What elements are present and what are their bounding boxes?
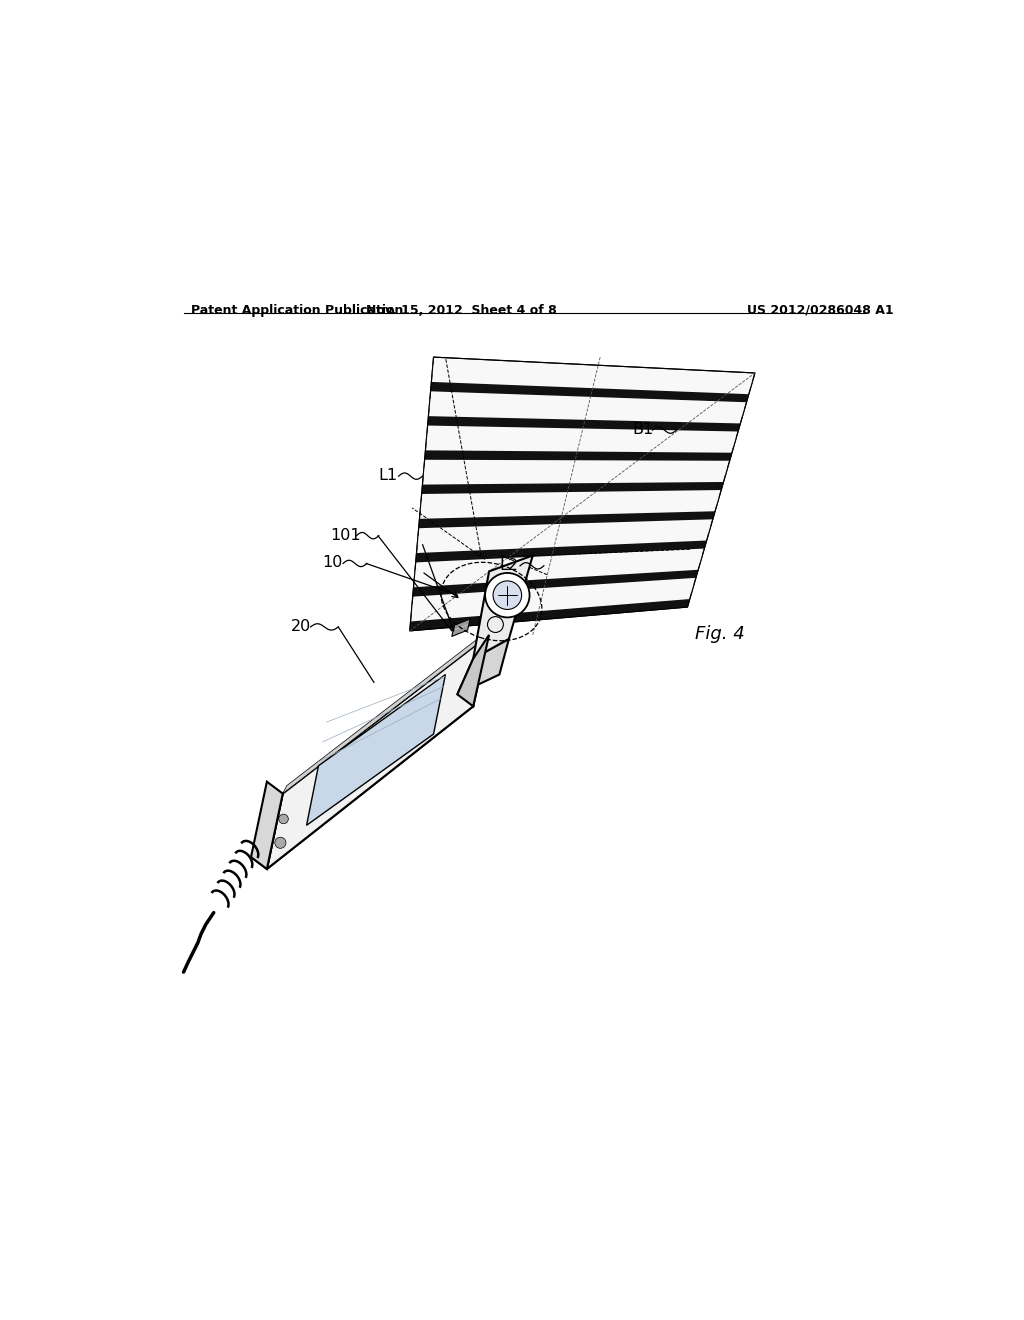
Polygon shape: [432, 364, 753, 388]
Polygon shape: [306, 675, 445, 825]
Polygon shape: [410, 358, 755, 631]
Polygon shape: [413, 570, 698, 597]
Polygon shape: [422, 482, 724, 494]
Polygon shape: [458, 635, 489, 706]
Polygon shape: [428, 416, 740, 432]
Circle shape: [274, 837, 286, 849]
Polygon shape: [410, 599, 690, 631]
Polygon shape: [414, 556, 702, 579]
Text: Nov. 15, 2012  Sheet 4 of 8: Nov. 15, 2012 Sheet 4 of 8: [366, 304, 557, 317]
Circle shape: [485, 573, 529, 618]
Polygon shape: [425, 450, 732, 461]
Text: Patent Application Publication: Patent Application Publication: [191, 304, 403, 317]
Polygon shape: [412, 585, 694, 614]
Polygon shape: [416, 540, 707, 562]
Polygon shape: [430, 381, 749, 403]
Text: L1: L1: [378, 469, 397, 483]
Text: 20: 20: [291, 619, 311, 634]
Text: B1: B1: [632, 422, 653, 437]
Circle shape: [279, 814, 289, 824]
Polygon shape: [423, 467, 728, 477]
Text: US 2012/0286048 A1: US 2012/0286048 A1: [748, 304, 894, 317]
Polygon shape: [251, 781, 283, 869]
Text: L2: L2: [500, 558, 518, 573]
Polygon shape: [419, 511, 715, 528]
Polygon shape: [458, 639, 509, 694]
Polygon shape: [473, 556, 532, 659]
Polygon shape: [420, 496, 719, 511]
Polygon shape: [426, 433, 736, 446]
Polygon shape: [267, 635, 489, 869]
Text: 101: 101: [331, 528, 361, 543]
Polygon shape: [429, 399, 744, 417]
Polygon shape: [452, 619, 470, 636]
Circle shape: [487, 616, 504, 632]
Circle shape: [494, 581, 521, 610]
Polygon shape: [283, 627, 494, 793]
Text: 10: 10: [323, 556, 343, 570]
Text: Fig. 4: Fig. 4: [695, 624, 745, 643]
Polygon shape: [251, 694, 473, 869]
Polygon shape: [417, 525, 711, 545]
